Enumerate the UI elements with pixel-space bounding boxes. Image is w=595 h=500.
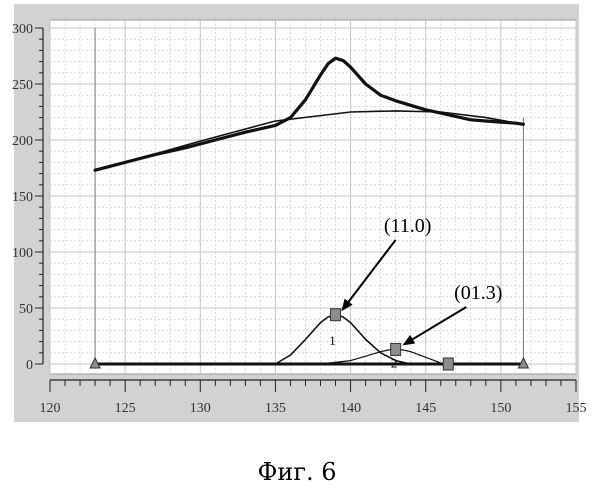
x-tick-label: 125 xyxy=(115,401,136,416)
x-tick-label: 130 xyxy=(190,401,211,416)
x-tick-label: 135 xyxy=(265,401,286,416)
y-tick-label: 200 xyxy=(12,134,33,149)
peak-marker xyxy=(443,358,453,370)
x-tick-label: 145 xyxy=(415,401,436,416)
annotation-label: (11.0) xyxy=(384,215,432,237)
x-tick-label: 150 xyxy=(490,401,511,416)
x-tick-label: 120 xyxy=(40,401,61,416)
y-tick-label: 250 xyxy=(12,78,33,93)
plot-area xyxy=(50,20,576,374)
y-tick-label: 50 xyxy=(19,302,33,317)
peak-marker xyxy=(391,343,401,355)
figure-caption: Фиг. 6 xyxy=(257,458,336,486)
y-tick-label: 0 xyxy=(26,358,33,373)
peak-marker xyxy=(331,309,341,321)
x-tick-label: 155 xyxy=(566,401,587,416)
peak-number-label: 2 xyxy=(391,355,398,370)
y-tick-label: 150 xyxy=(12,190,33,205)
x-tick-label: 140 xyxy=(340,401,361,416)
y-tick-label: 100 xyxy=(12,246,33,261)
annotation-label: (01.3) xyxy=(454,282,502,304)
y-tick-label: 300 xyxy=(12,22,33,37)
peak-number-label: 1 xyxy=(329,333,336,348)
